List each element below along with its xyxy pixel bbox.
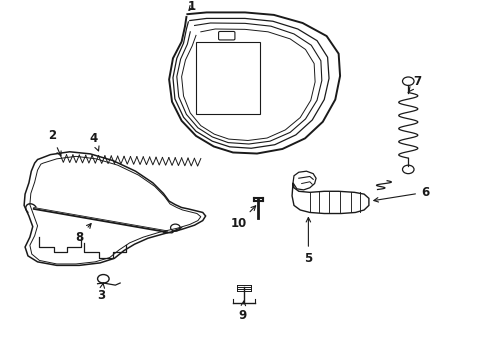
Text: 8: 8 (75, 224, 91, 244)
Text: 4: 4 (90, 132, 99, 151)
Text: 9: 9 (239, 301, 247, 322)
Text: 1: 1 (188, 0, 196, 13)
Text: 5: 5 (304, 217, 313, 265)
Text: 10: 10 (231, 206, 256, 230)
Text: 7: 7 (408, 75, 421, 93)
Text: 6: 6 (374, 186, 429, 202)
Text: 3: 3 (97, 283, 105, 302)
Text: 2: 2 (48, 129, 61, 156)
